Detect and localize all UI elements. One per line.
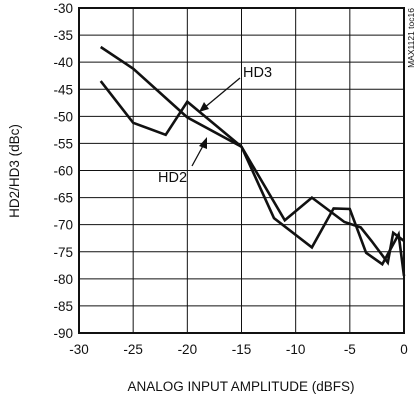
y-tick-label: -30 [53,1,73,16]
grid [79,8,404,333]
hd2-pointer-arrowhead [199,137,207,149]
y-tick-label: -65 [53,191,73,206]
y-tick-label: -70 [53,218,73,233]
hd3-pointer-arrowhead [199,102,209,112]
x-tick-label: -5 [344,342,356,357]
y-tick-label: -60 [53,164,73,179]
x-tick-label: -10 [286,342,306,357]
y-tick-labels: -30 -35 -40 -45 -50 -55 -60 -65 -70 -75 -80 -85 -90 [53,1,73,341]
y-tick-label: -90 [53,326,73,341]
y-tick-label: -50 [53,109,73,124]
y-tick-label: -40 [53,55,73,70]
y-tick-label: -55 [53,136,73,151]
y-tick-label: -45 [53,82,73,97]
x-tick-label: 0 [400,342,408,357]
hd3-label: HD3 [243,65,272,81]
y-tick-label: -85 [53,299,73,314]
series-layer [99,45,406,277]
x-tick-label: -30 [69,342,89,357]
hd2-pointer-line [191,143,205,167]
x-axis-title: ANALOG INPUT AMPLITUDE (dBFS) [127,379,354,394]
y-tick-label: -75 [53,245,73,260]
series-line-hd2 [99,80,406,277]
y-axis-title: HD2/HD3 (dBc) [7,124,22,218]
y-tick-label: -80 [53,272,73,287]
hd2-label: HD2 [158,170,187,186]
y-tick-label: -35 [53,28,73,43]
x-tick-label: -25 [123,342,143,357]
plot-frame [78,7,405,334]
x-tick-labels: -30 -25 -20 -15 -10 -5 0 [69,342,408,357]
x-tick-label: -20 [178,342,198,357]
series-line-hd3 [99,45,405,266]
figure-code-note: MAX1121 toc16 [406,8,416,68]
x-tick-label: -15 [232,342,252,357]
hd3-pointer-line [203,77,241,109]
